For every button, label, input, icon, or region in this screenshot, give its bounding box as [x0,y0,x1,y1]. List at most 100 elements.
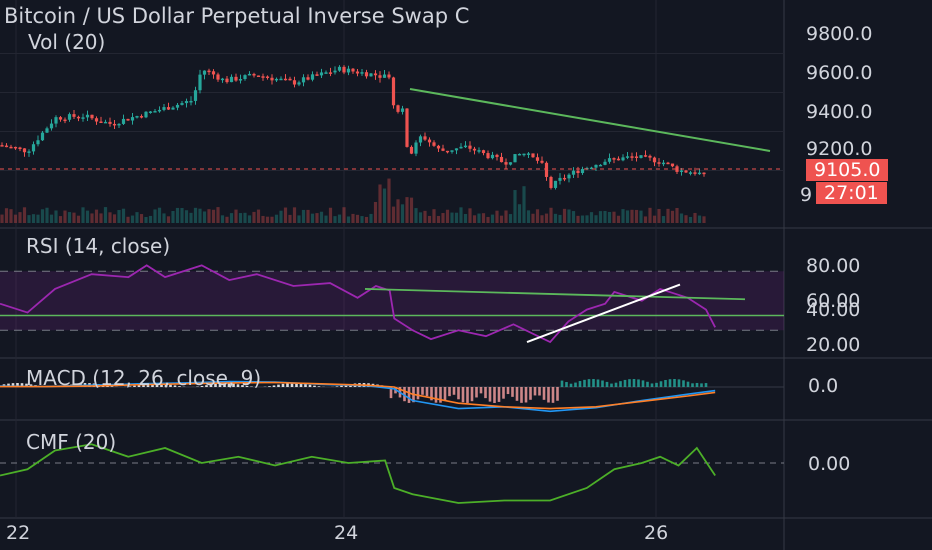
macd-histogram-bar [277,384,280,387]
candle-body [576,170,580,174]
macd-histogram-bar [488,387,492,402]
candle-body [90,114,94,119]
macd-histogram-bar [605,381,609,387]
price-tick-9800: 9800.0 [806,23,873,45]
macd-histogram-bar [457,387,460,400]
candle-body [207,70,211,73]
volume-bar [369,213,373,223]
volume-bar [625,210,630,223]
volume-bar [283,207,288,223]
volume-bar [432,209,436,223]
volume-bar [90,213,94,223]
volume-bar [463,213,468,223]
volume-bar [54,210,58,223]
candle-body [481,150,486,154]
macd-histogram-bar [704,383,708,387]
volume-bar [468,208,472,223]
volume-bar [337,214,342,223]
macd-histogram-bar [403,387,406,402]
candle-body [63,119,67,122]
candle-body [31,144,36,152]
volume-bar [531,213,535,223]
candle-body [675,166,679,172]
volume-bar [180,208,184,223]
candle-body [121,118,126,124]
candle-body [319,72,324,76]
candle-body [342,66,346,73]
volume-bar [243,212,247,223]
volume-bar [504,210,508,223]
candle-body [337,66,342,71]
candle-body [193,90,198,101]
volume-bar [634,209,639,223]
candle-body [274,78,279,81]
macd-histogram-bar [542,387,546,400]
volume-bar [216,207,220,223]
volume-bar [378,184,382,223]
volume-bar [162,213,166,223]
macd-histogram-bar [601,380,604,387]
volume-bar [652,215,657,223]
candle-body [396,105,400,112]
volume-bar [238,213,243,223]
volume-bar [639,210,643,223]
countdown-badge: 27:01 [816,182,887,204]
volume-bar [414,208,418,223]
volume-bar [355,214,360,223]
macd-histogram-bar [137,384,141,387]
candle-body [463,145,468,148]
volume-bar [292,207,297,223]
volume-bar [265,216,270,223]
macd-histogram-bar [650,383,654,387]
candle-body [432,142,436,146]
candle-body [157,109,162,112]
volume-bar [702,216,706,223]
candle-body [292,80,297,85]
x-tick-26: 26 [644,522,669,544]
volume-bar [274,214,279,223]
volume-bar [436,215,441,223]
candle-body [288,78,292,81]
candle-body [238,79,243,81]
candle-body [175,104,180,108]
volume-bar [18,212,22,223]
macd-histogram-bar [524,387,528,403]
volume-bar [405,197,409,223]
volume-bar [117,210,121,223]
volume-bar [310,213,315,223]
volume-bar [441,213,445,223]
volume-bar [445,209,450,223]
volume-bar [454,212,459,223]
volume-bar [697,215,702,223]
volume-bar [571,211,576,223]
volume-bar [279,210,283,223]
volume-bar [657,208,661,223]
macd-histogram-bar [434,387,438,403]
macd-histogram-bar [668,379,672,387]
volume-bar [166,216,171,223]
candle-body [391,77,396,106]
macd-histogram-bar [317,386,321,387]
volume-bar [400,204,405,223]
candle-body [580,168,585,174]
volume-bar [549,207,553,223]
volume-bar [409,197,414,223]
volume-bar [481,213,486,223]
candle-body [373,73,378,76]
volume-bar [220,215,225,223]
macd-histogram-bar [223,383,226,387]
price-trendline [409,88,771,152]
volume-bar [229,213,234,223]
cmf-tick-zero: 0.00 [808,453,851,475]
candle-body [549,176,553,188]
candle-body [486,153,490,159]
candle-body [490,154,495,159]
volume-bar [112,214,117,223]
candle-body [130,117,135,121]
volume-bar [364,216,369,223]
candle-body [252,73,256,76]
candle-body [49,123,54,129]
volume-bar [508,214,513,223]
candle-body [508,162,513,165]
